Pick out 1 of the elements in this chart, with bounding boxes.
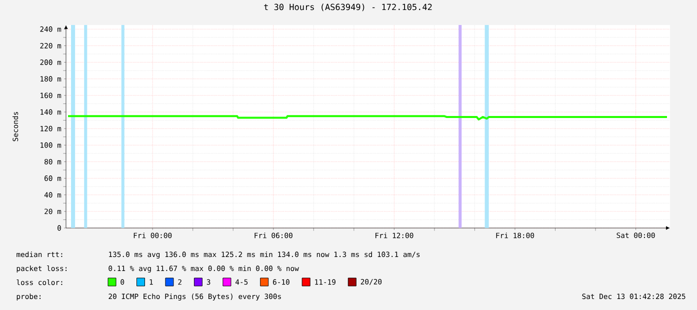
chart-title: t 30 Hours (AS63949) - 172.105.42: [264, 4, 432, 12]
